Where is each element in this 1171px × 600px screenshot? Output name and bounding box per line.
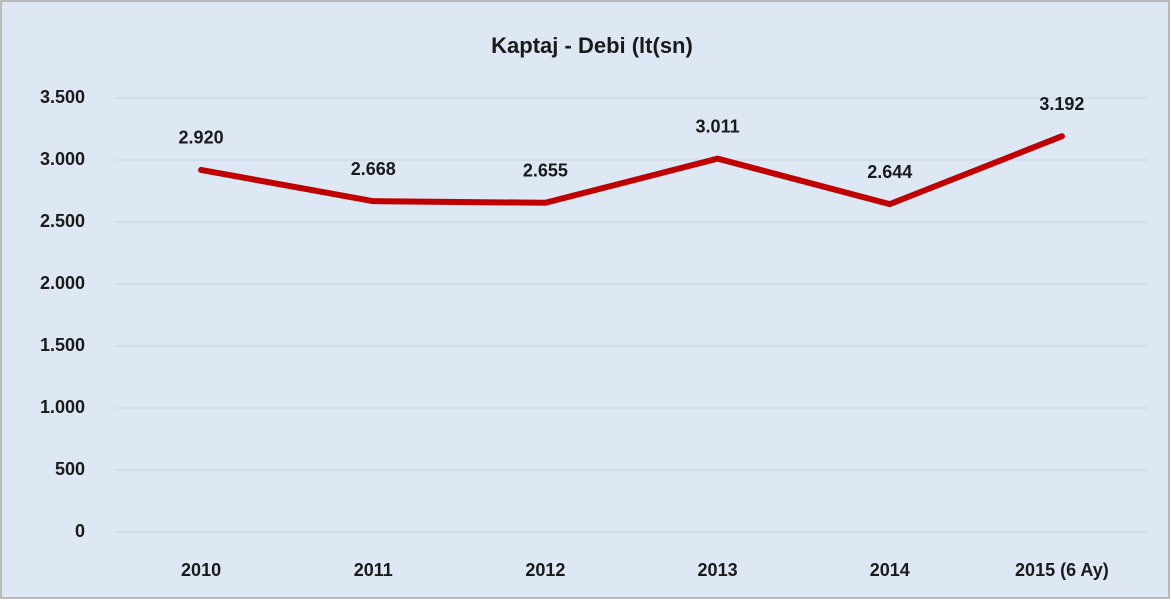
chart-title: Kaptaj - Debi (lt(sn)	[491, 33, 693, 58]
x-tick-label: 2014	[870, 560, 910, 580]
line	[198, 133, 1065, 208]
y-tick-label: 500	[55, 459, 85, 479]
data-label: 2.668	[351, 159, 396, 179]
data-label: 2.644	[867, 162, 912, 182]
y-tick-label: 2.500	[40, 211, 85, 231]
x-tick-label: 2013	[698, 560, 738, 580]
y-tick-label: 3.500	[40, 87, 85, 107]
x-tick-label: 2015 (6 Ay)	[1015, 560, 1109, 580]
x-tick-label: 2011	[354, 560, 393, 580]
data-label: 2.920	[179, 128, 224, 148]
data-label: 3.192	[1039, 94, 1084, 114]
x-tick-label: 2012	[525, 560, 565, 580]
y-tick-label: 0	[75, 521, 85, 541]
y-tick-label: 2.000	[40, 273, 85, 293]
x-tick-label: 2010	[181, 560, 221, 580]
data-label: 3.011	[696, 116, 740, 136]
y-tick-label: 1.000	[40, 397, 85, 417]
y-tick-label: 1.500	[40, 335, 85, 355]
y-tick-label: 3.000	[40, 149, 85, 169]
data-label: 2.655	[523, 161, 568, 181]
